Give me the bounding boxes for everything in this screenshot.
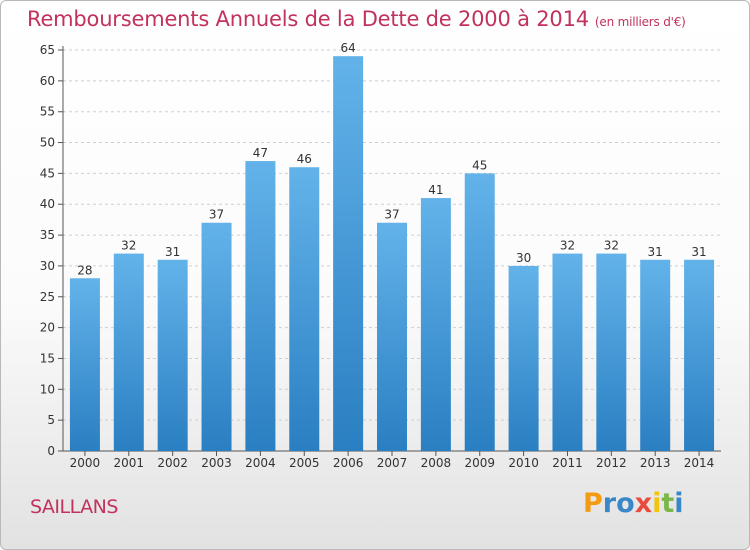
data-label-2005: 46 (297, 152, 312, 166)
x-tick-label-2000: 2000 (70, 456, 101, 470)
bar-2012 (596, 253, 627, 451)
y-tick-label: 10 (40, 382, 55, 396)
x-tick-label-2004: 2004 (245, 456, 276, 470)
bar-2009 (464, 173, 495, 451)
x-tick-label-2013: 2013 (640, 456, 671, 470)
data-label-2009: 45 (472, 158, 487, 172)
x-tick-label-2008: 2008 (421, 456, 452, 470)
logo-letter: t (661, 488, 675, 519)
x-tick-label-2010: 2010 (508, 456, 539, 470)
y-tick-label: 25 (40, 290, 55, 304)
data-label-2014: 31 (691, 245, 706, 259)
x-tick-label-2009: 2009 (464, 456, 495, 470)
proxiti-logo: Proxiti (583, 488, 684, 519)
y-tick-label: 55 (40, 105, 55, 119)
x-tick-label-2005: 2005 (289, 456, 320, 470)
data-label-2006: 64 (340, 41, 355, 55)
bar-2011 (552, 253, 583, 451)
bar-2001 (113, 253, 144, 451)
bar-2006 (333, 56, 364, 452)
y-tick-label: 40 (40, 197, 55, 211)
data-label-2007: 37 (384, 208, 399, 222)
y-tick-label: 15 (40, 351, 55, 365)
data-label-2013: 31 (648, 245, 663, 259)
logo-letter: r (602, 488, 617, 519)
data-label-2001: 32 (121, 239, 136, 253)
data-label-2002: 31 (165, 245, 180, 259)
bar-2003 (201, 222, 232, 451)
x-tick-label-2012: 2012 (596, 456, 627, 470)
bar-2013 (640, 259, 671, 451)
data-labels: 28 32 31 37 47 46 64 37 41 45 30 32 32 31 31 (77, 41, 706, 277)
logo-letter: P (583, 488, 603, 519)
x-tick-label-2002: 2002 (157, 456, 188, 470)
y-tick-label: 45 (40, 166, 55, 180)
data-label-2011: 32 (560, 239, 575, 253)
x-tick-labels: 2000 2001 2002 2003 2004 2005 2006 2007 2008 2009… (70, 456, 715, 470)
bar-2000 (69, 278, 100, 451)
y-tick-label: 20 (40, 321, 55, 335)
logo-letter: x (634, 488, 653, 519)
x-tick-label-2003: 2003 (201, 456, 232, 470)
x-tick-label-2001: 2001 (114, 456, 145, 470)
data-label-2004: 47 (253, 146, 268, 160)
bar-2007 (377, 222, 407, 451)
x-tick-label-2011: 2011 (552, 456, 583, 470)
bar-2005 (289, 167, 320, 451)
y-tick-label: 65 (40, 43, 55, 57)
bar-2002 (157, 259, 188, 451)
y-tick-label: 35 (40, 228, 55, 242)
logo-letter: o (616, 488, 635, 519)
y-tick-label: 60 (40, 74, 55, 88)
bar-2010 (508, 265, 539, 451)
bar-2008 (420, 198, 451, 451)
y-tick-label: 30 (40, 259, 55, 273)
bars (69, 56, 715, 452)
y-tick-labels: 0 5 10 15 20 25 30 35 40 45 50 55 60 65 (40, 43, 55, 458)
chart-title: Remboursements Annuels de la Dette de 20… (27, 7, 686, 31)
data-label-2008: 41 (428, 183, 443, 197)
data-label-2000: 28 (77, 263, 92, 277)
logo-letter: i (674, 488, 684, 519)
unit-label: (en milliers d'€) (594, 15, 686, 29)
data-label-2012: 32 (604, 239, 619, 253)
logo-letter: i (652, 488, 662, 519)
x-tick-label-2007: 2007 (377, 456, 408, 470)
location-name: SAILLANS (30, 496, 118, 518)
chart-title-text: Remboursements Annuels de la Dette de 20… (27, 7, 589, 31)
y-tick-label: 5 (47, 413, 55, 427)
data-label-2010: 30 (516, 251, 531, 265)
bar-2014 (684, 259, 715, 451)
bar-2004 (245, 161, 276, 452)
y-tick-label: 50 (40, 136, 55, 150)
x-tick-label-2014: 2014 (684, 456, 715, 470)
data-label-2003: 37 (209, 208, 224, 222)
y-tick-label: 0 (47, 444, 55, 458)
x-tick-label-2006: 2006 (333, 456, 364, 470)
